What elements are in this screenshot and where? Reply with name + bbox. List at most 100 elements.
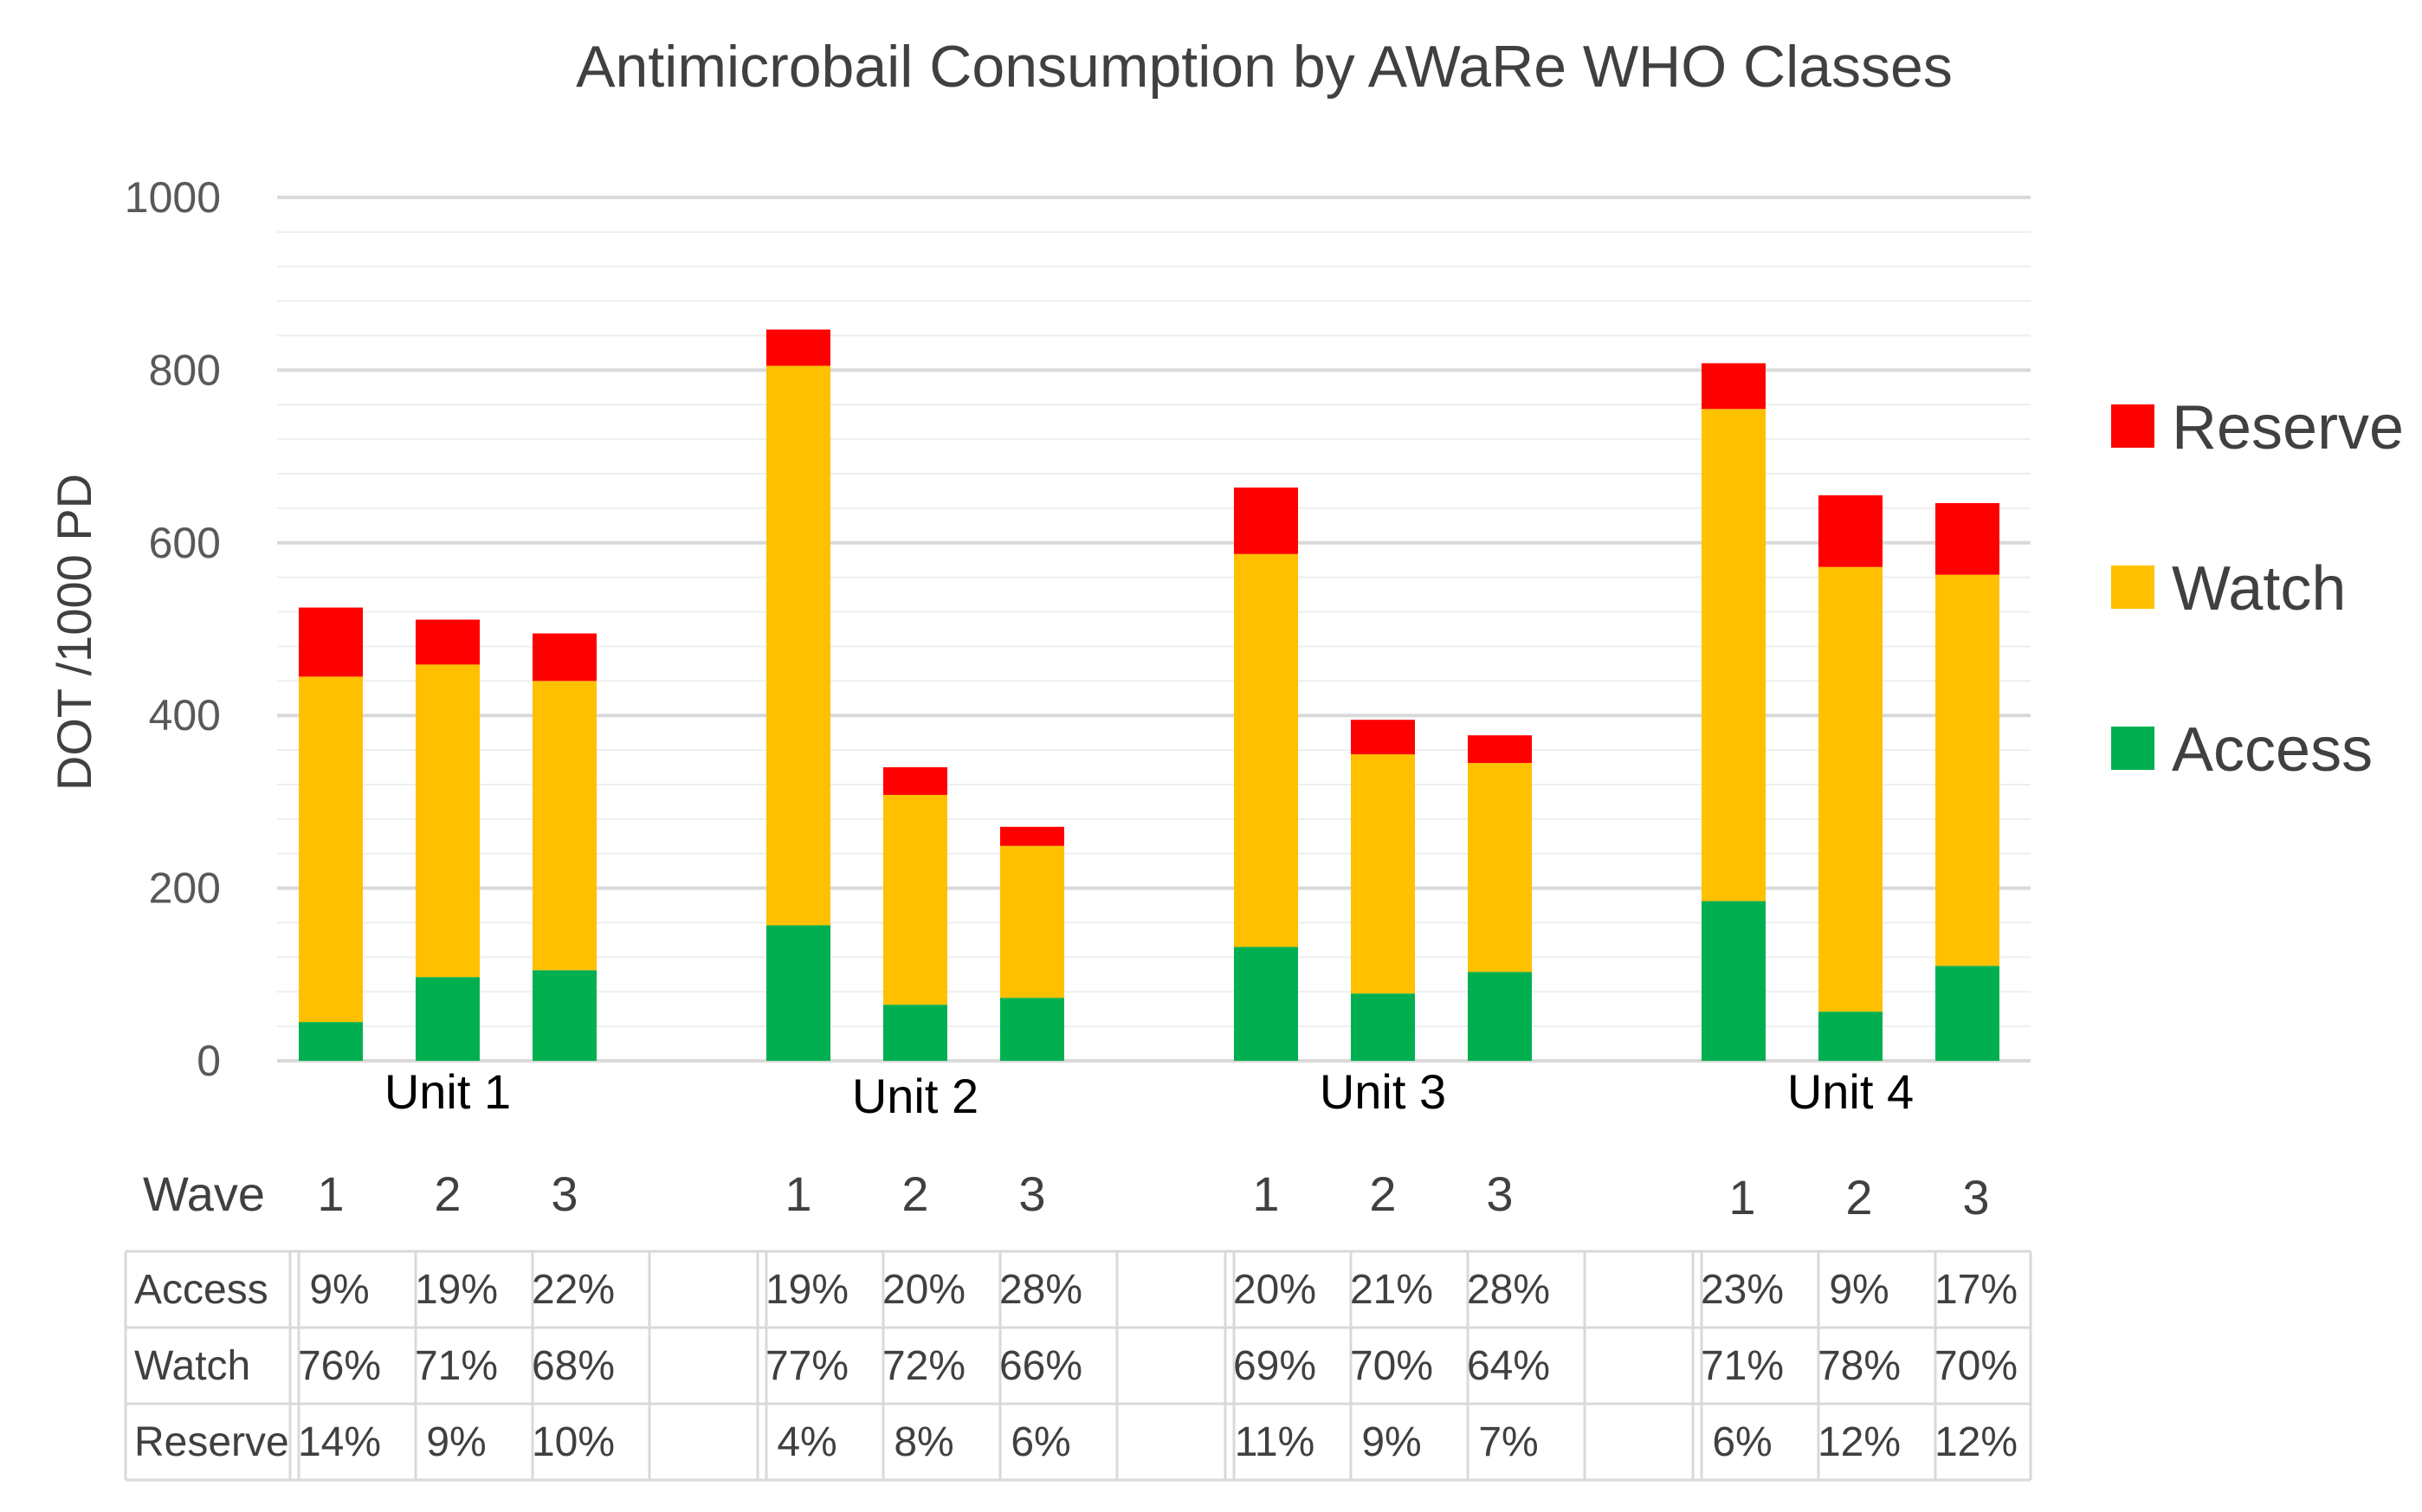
table-cell: 6% (1712, 1419, 1772, 1465)
bar-access (1702, 901, 1766, 1061)
bar-reserve (766, 329, 830, 366)
table-row-label: Access (134, 1267, 268, 1313)
y-tick-label: 800 (149, 346, 221, 394)
table-cell: 6% (1011, 1419, 1070, 1465)
wave-number: 2 (901, 1166, 928, 1221)
bar-reserve (1351, 720, 1415, 755)
table-cell: 68% (532, 1343, 615, 1389)
table-cell: 12% (1818, 1419, 1901, 1465)
bar-access (1351, 993, 1415, 1061)
legend-swatch-watch (2111, 565, 2154, 609)
bar-access (883, 1005, 947, 1061)
wave-label: Wave (143, 1166, 265, 1221)
bar-watch (533, 681, 597, 971)
bar-reserve (883, 767, 947, 795)
bar-access (766, 925, 830, 1061)
bar-watch (883, 794, 947, 1005)
wave-number: 2 (1845, 1170, 1872, 1224)
table-cell: 77% (765, 1343, 849, 1389)
bar-reserve (299, 607, 363, 677)
wave-number: 1 (1252, 1166, 1279, 1221)
wave-number: 3 (551, 1166, 578, 1221)
table-cell: 14% (298, 1419, 381, 1465)
table-cell: 17% (1934, 1267, 2018, 1313)
bar-reserve (1702, 363, 1766, 410)
bar-reserve (416, 619, 480, 665)
bar-reserve (1818, 494, 1883, 567)
y-tick-label: 1000 (125, 173, 221, 222)
wave-number: 2 (1369, 1166, 1396, 1221)
table-cell: 9% (309, 1267, 369, 1313)
table-cell: 20% (1233, 1267, 1316, 1313)
table-cell: 10% (532, 1419, 615, 1465)
bar-watch (1351, 754, 1415, 994)
table-cell: 20% (882, 1267, 966, 1313)
table-cell: 4% (777, 1419, 836, 1465)
table-cell: 66% (999, 1343, 1082, 1389)
unit-label: Unit 3 (1320, 1064, 1446, 1119)
wave-number: 2 (434, 1166, 461, 1221)
table-cell: 9% (1361, 1419, 1421, 1465)
bar-watch (1468, 763, 1532, 972)
table-cell: 23% (1701, 1267, 1784, 1313)
y-tick-label: 0 (197, 1037, 221, 1085)
legend-swatch-reserve (2111, 404, 2154, 448)
table-row-label: Watch (134, 1343, 250, 1389)
table-cell: 8% (894, 1419, 953, 1465)
legend-label-watch: Watch (2172, 554, 2346, 624)
bar-access (1234, 947, 1298, 1061)
wave-number: 1 (785, 1166, 811, 1221)
wave-number: 1 (317, 1166, 344, 1221)
table-cell: 78% (1818, 1343, 1901, 1389)
bar-access (1000, 998, 1064, 1061)
bar-watch (766, 365, 830, 926)
bar-access (416, 977, 480, 1061)
y-tick-label: 200 (149, 864, 221, 913)
bar-watch (1935, 574, 1999, 966)
bar-reserve (1935, 502, 1999, 575)
y-tick-label: 400 (149, 691, 221, 740)
bar-reserve (1234, 487, 1298, 554)
bar-watch (416, 664, 480, 978)
table-cell: 70% (1350, 1343, 1433, 1389)
table-cell: 28% (1467, 1267, 1550, 1313)
table-cell: 28% (999, 1267, 1082, 1313)
wave-number: 3 (1486, 1166, 1513, 1221)
table-cell: 21% (1350, 1267, 1433, 1313)
y-axis-title: DOT /1000 PD (47, 474, 101, 791)
bar-access (533, 970, 597, 1061)
table-cell: 22% (532, 1267, 615, 1313)
table-cell: 70% (1934, 1343, 2018, 1389)
table-cell: 76% (298, 1343, 381, 1389)
legend-label-access: Access (2172, 715, 2373, 785)
table-cell: 19% (765, 1267, 849, 1313)
legend-swatch-access (2111, 727, 2154, 770)
unit-label: Unit 1 (384, 1064, 511, 1119)
bar-access (299, 1022, 363, 1061)
bar-watch (1000, 845, 1064, 998)
table-cell: 12% (1934, 1419, 2018, 1465)
table-cell: 9% (426, 1419, 486, 1465)
table-cell: 69% (1233, 1343, 1316, 1389)
table-cell: 19% (415, 1267, 498, 1313)
table-row-label: Reserve (134, 1419, 289, 1465)
table-cell: 64% (1467, 1343, 1550, 1389)
unit-label: Unit 4 (1787, 1064, 1914, 1119)
bar-watch (1234, 553, 1298, 947)
table-cell: 71% (415, 1343, 498, 1389)
table-cell: 71% (1701, 1343, 1784, 1389)
table-cell: 11% (1235, 1419, 1315, 1465)
bar-access (1818, 1011, 1883, 1061)
y-tick-label: 600 (149, 519, 221, 567)
table-cell: 7% (1478, 1419, 1538, 1465)
table-cell: 72% (882, 1343, 966, 1389)
unit-label: Unit 2 (852, 1069, 978, 1123)
bar-reserve (1000, 826, 1064, 846)
wave-number: 1 (1728, 1170, 1755, 1224)
table-cell: 9% (1829, 1267, 1889, 1313)
wave-number: 3 (1962, 1170, 1989, 1224)
bar-watch (1702, 409, 1766, 901)
bar-watch (1818, 566, 1883, 1012)
bar-reserve (533, 633, 597, 682)
